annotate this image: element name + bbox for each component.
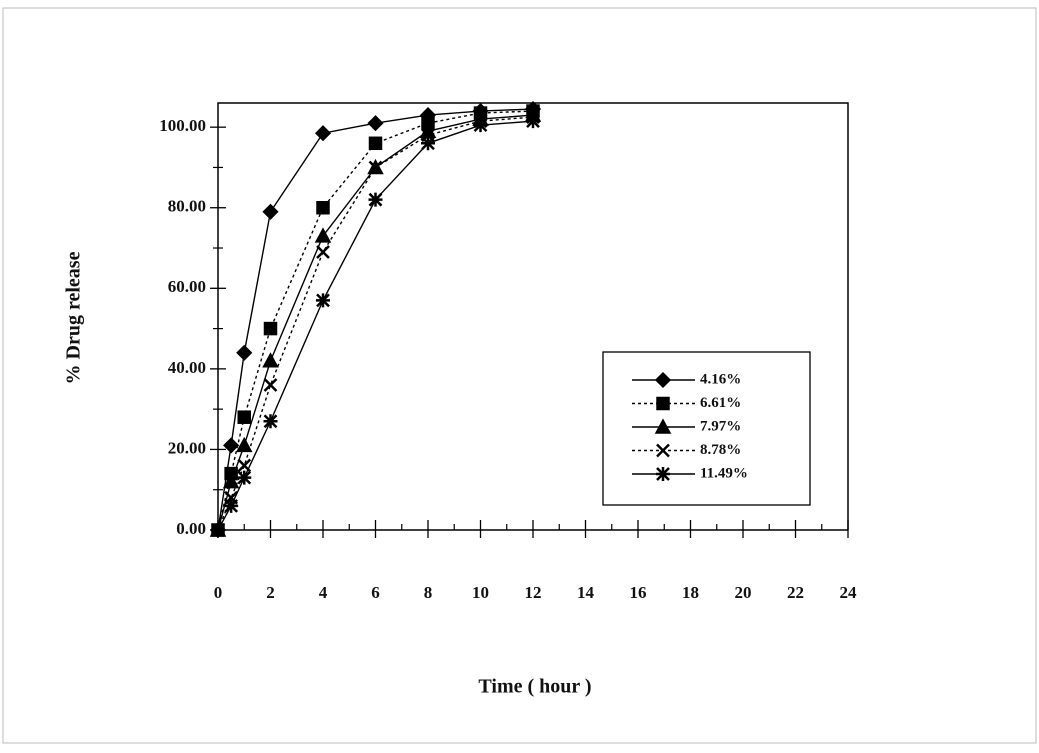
marker: [222, 473, 240, 489]
marker: [237, 410, 251, 424]
y-axis-label: % Drug release: [63, 251, 85, 384]
marker: [262, 203, 279, 220]
marker: [235, 436, 253, 453]
y-tick-label: 40.00: [168, 358, 206, 377]
y-tick-label: 60.00: [168, 277, 206, 296]
marker: [316, 245, 330, 259]
marker: [421, 136, 435, 151]
marker: [262, 352, 279, 368]
legend-label: 8.78%: [700, 442, 741, 458]
marker: [654, 371, 672, 389]
marker: [526, 114, 540, 129]
legend-label: 11.49%: [700, 465, 748, 481]
x-tick-label: 6: [371, 583, 380, 602]
x-tick-label: 20: [735, 583, 752, 602]
x-tick-label: 2: [266, 583, 275, 602]
legend-label: 7.97%: [700, 418, 741, 434]
x-tick-label: 24: [840, 583, 858, 602]
marker: [263, 378, 278, 392]
marker: [237, 470, 252, 485]
marker: [367, 115, 384, 132]
x-axis-label: Time ( hour ): [478, 676, 591, 698]
marker: [314, 125, 332, 142]
marker: [263, 414, 278, 429]
marker: [654, 418, 672, 434]
legend-label: 4.16%: [700, 371, 741, 387]
marker: [314, 227, 332, 243]
y-tick-label: 0.00: [176, 519, 206, 538]
y-tick-label: 20.00: [168, 438, 206, 457]
x-tick-label: 4: [319, 583, 328, 602]
marker: [656, 396, 670, 411]
marker: [236, 344, 253, 361]
marker: [656, 467, 670, 481]
x-tick-label: 8: [424, 583, 433, 602]
marker: [211, 523, 225, 537]
marker: [223, 437, 240, 454]
marker: [656, 443, 670, 458]
marker: [263, 321, 278, 336]
legend-label: 6.61%: [700, 395, 741, 411]
series-line: [217, 116, 534, 531]
marker: [316, 200, 330, 215]
legend-box: [602, 351, 811, 506]
x-tick-label: 12: [525, 583, 542, 602]
y-tick-label: 80.00: [168, 197, 206, 216]
x-tick-label: 16: [630, 583, 647, 602]
x-tick-label: 10: [472, 583, 489, 602]
x-tick-label: 18: [682, 583, 699, 602]
page-frame: [2, 7, 1037, 744]
marker: [368, 136, 383, 151]
y-tick-label: 100.00: [159, 116, 206, 135]
marker: [224, 498, 239, 513]
x-tick-label: 22: [787, 583, 804, 602]
x-tick-label: 0: [214, 583, 223, 602]
marker: [473, 118, 488, 133]
x-tick-label: 14: [577, 583, 595, 602]
marker: [316, 293, 330, 308]
marker: [368, 192, 383, 207]
marker: [368, 160, 383, 175]
